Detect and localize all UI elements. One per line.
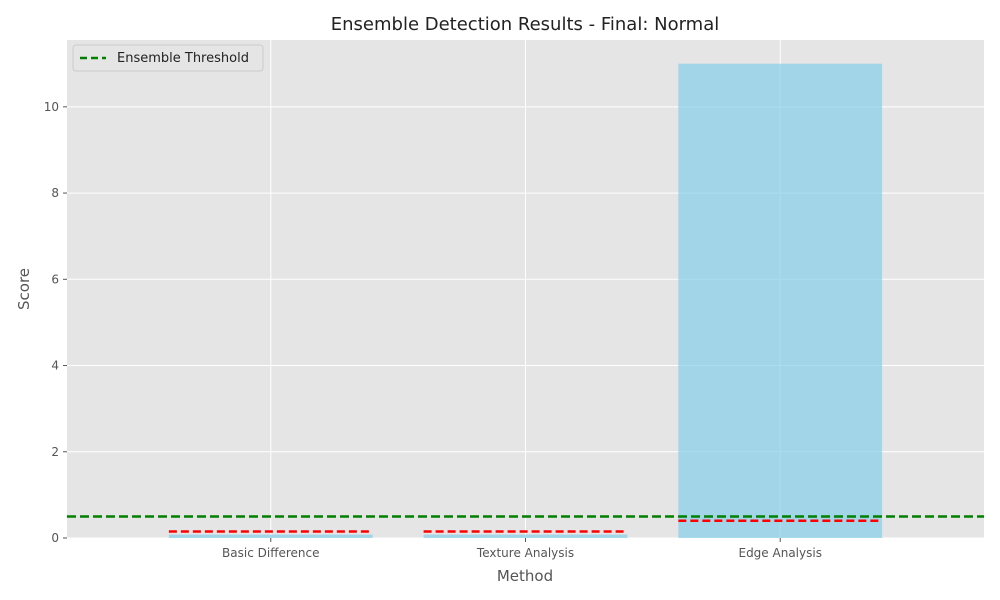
- y-tick-label: 2: [51, 445, 59, 459]
- x-tick-label: Texture Analysis: [476, 546, 574, 560]
- bars: [168, 63, 883, 538]
- y-tick-label: 0: [51, 531, 59, 545]
- chart-title: Ensemble Detection Results - Final: Norm…: [331, 14, 720, 35]
- y-tick-label: 8: [51, 186, 59, 200]
- x-axis-ticks: Basic Difference Texture Analysis Edge Ana…: [222, 538, 822, 560]
- x-tick-label: Basic Difference: [222, 546, 319, 560]
- y-tick-label: 4: [51, 359, 59, 373]
- y-axis-ticks: 0 2 4 6 8 10: [44, 100, 67, 545]
- y-tick-label: 6: [51, 272, 59, 286]
- legend: Ensemble Threshold: [72, 44, 264, 72]
- legend-ensemble-threshold-label: Ensemble Threshold: [117, 51, 249, 66]
- threshold-lines: [67, 515, 984, 533]
- y-axis-label: Score: [15, 268, 33, 310]
- bar-edge-analysis: [678, 63, 883, 538]
- x-tick-label: Edge Analysis: [738, 546, 821, 560]
- y-tick-label: 10: [44, 100, 59, 114]
- legend-box: [72, 44, 264, 72]
- bar-texture-analysis: [423, 534, 628, 538]
- bar-basic-difference: [168, 534, 373, 538]
- x-axis-label: Method: [497, 567, 553, 585]
